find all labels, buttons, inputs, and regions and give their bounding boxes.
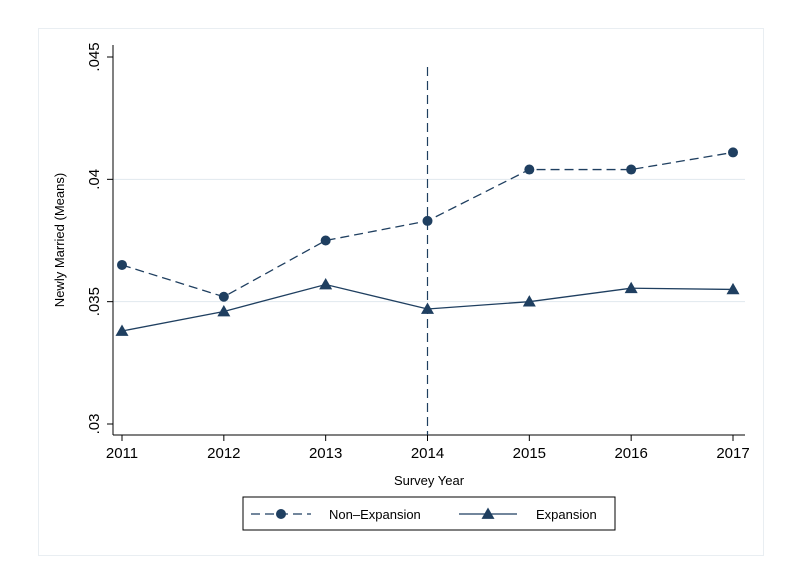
triangle-marker (319, 278, 333, 290)
circle-marker (728, 147, 738, 158)
y-tick-label: .045 (86, 42, 103, 71)
series-expansion (115, 278, 740, 336)
y-tick-label: .04 (86, 169, 103, 190)
circle-marker (626, 164, 637, 175)
circle-marker (276, 509, 286, 519)
legend-box (242, 496, 616, 531)
x-tick-label: 2017 (716, 445, 749, 462)
triangle-marker (217, 304, 231, 317)
x-tick-label: 2013 (309, 445, 342, 462)
chart-background (38, 28, 764, 556)
legend: Non–Expansion Expansion (242, 496, 616, 531)
legend-label: Expansion (536, 507, 597, 522)
axis-labels: Newly Married (Means) Survey Year (52, 173, 465, 488)
x-axis-title: Survey Year (394, 473, 465, 488)
series-non-expansion (117, 147, 738, 302)
triangle-marker (115, 324, 129, 336)
x-tick-label: 2011 (106, 445, 138, 462)
triangle-marker (481, 507, 495, 519)
legend-item: Expansion (459, 507, 597, 522)
axes: .03 .035 .04 .045 2011 2012 2013 2014 2015 2016 20… (86, 42, 750, 462)
x-tick-label: 2012 (207, 445, 240, 462)
series-group (115, 147, 740, 336)
gridlines (113, 178, 745, 303)
triangle-marker (624, 281, 638, 294)
y-tick-label: .035 (86, 287, 103, 316)
circle-marker (320, 235, 331, 246)
y-axis-title: Newly Married (Means) (52, 173, 67, 307)
legend-item: Non–Expansion (251, 507, 421, 522)
y-tick-label: .03 (86, 414, 103, 435)
circle-marker (422, 215, 433, 226)
triangle-marker (522, 295, 536, 307)
triangle-marker (726, 282, 740, 295)
circle-marker (218, 291, 229, 302)
x-tick-label: 2014 (411, 445, 444, 462)
x-tick-label: 2016 (614, 445, 647, 462)
triangle-marker (421, 302, 434, 314)
circle-marker (524, 164, 535, 175)
x-tick-label: 2015 (513, 445, 546, 462)
circle-marker (117, 259, 127, 270)
legend-label: Non–Expansion (329, 507, 421, 522)
